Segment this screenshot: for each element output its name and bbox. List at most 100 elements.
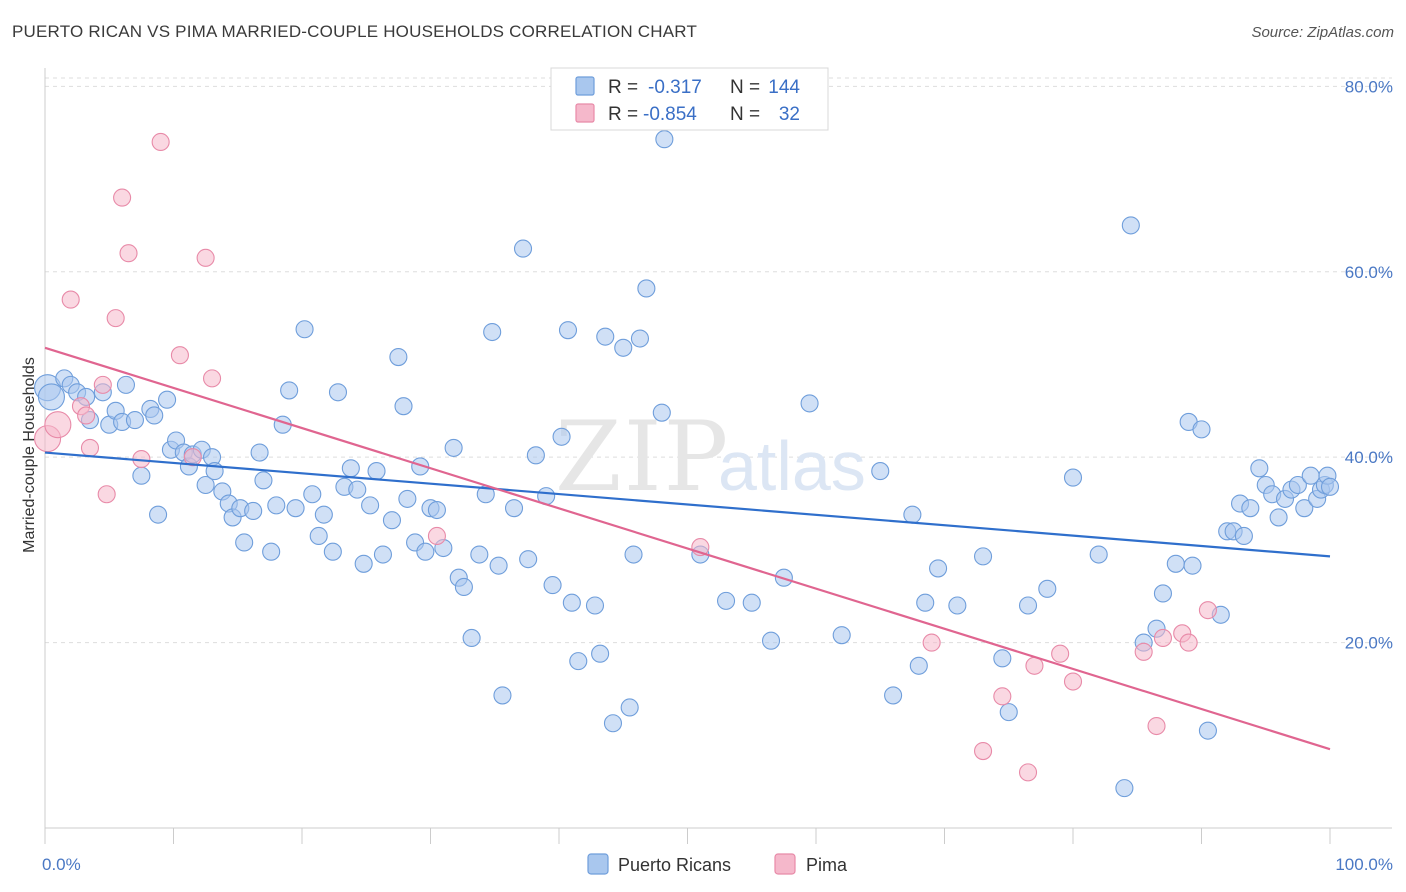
puerto-ricans-point-35: [262, 542, 281, 561]
watermark: ZIP atlas: [555, 401, 866, 513]
puerto-ricans-point-81: [569, 652, 588, 671]
legend-r-label-2: R =: [608, 104, 638, 125]
pima-point-12: [151, 132, 170, 152]
pima-point-14: [183, 448, 202, 467]
puerto-ricans-point-84: [596, 327, 615, 346]
y-axis-label: Married-couple Households: [21, 357, 38, 553]
puerto-ricans-point-44: [323, 542, 342, 561]
pima-point-6: [93, 375, 112, 394]
x-tick-label-0: 0.0%: [42, 855, 81, 874]
puerto-ricans-point-107: [973, 547, 993, 566]
pima-point-22: [1018, 763, 1038, 782]
pima-points: [34, 132, 1217, 782]
puerto-ricans-point-38: [280, 381, 299, 400]
puerto-ricans-point-98: [800, 394, 819, 413]
puerto-ricans-point-36: [267, 496, 286, 515]
puerto-ricans-point-16: [149, 505, 168, 524]
puerto-ricans-point-103: [909, 656, 928, 675]
puerto-ricans-point-75: [526, 446, 545, 465]
puerto-ricans-point-92: [655, 130, 674, 149]
puerto-ricans-point-15: [145, 406, 164, 425]
puerto-ricans-point-31: [235, 533, 254, 552]
pima-point-7: [97, 485, 116, 504]
puerto-ricans-point-88: [624, 545, 643, 564]
puerto-ricans-point-121: [1183, 556, 1202, 575]
puerto-ricans-point-143: [1320, 477, 1340, 496]
puerto-ricans-point-61: [427, 500, 446, 520]
x-tick-labels: 0.0% 100.0%: [42, 855, 1393, 874]
pima-point-13: [170, 346, 189, 365]
puerto-ricans-point-115: [1121, 216, 1140, 235]
puerto-ricans-point-106: [948, 596, 967, 615]
pima-point-26: [1134, 642, 1153, 661]
legend-swatch-blue: [575, 76, 595, 96]
puerto-ricans-point-101: [884, 686, 903, 705]
puerto-ricans-point-56: [398, 489, 417, 508]
puerto-ricans-point-79: [558, 321, 578, 340]
puerto-ricans-point-41: [303, 485, 322, 504]
puerto-ricans-point-67: [470, 545, 489, 564]
puerto-ricans-point-17: [158, 390, 177, 409]
pima-point-15: [196, 248, 215, 267]
puerto-ricans-point-95: [742, 593, 761, 612]
puerto-ricans-point-70: [489, 556, 508, 575]
puerto-ricans-point-53: [382, 511, 402, 530]
puerto-ricans-point-58: [411, 457, 430, 476]
puerto-ricans-point-90: [637, 279, 656, 298]
source-label: Source: ZipAtlas.com: [1251, 24, 1394, 41]
puerto-ricans-point-94: [716, 591, 736, 610]
puerto-ricans-point-55: [394, 397, 413, 416]
puerto-ricans-point-54: [389, 348, 408, 367]
puerto-ricans-point-47: [341, 459, 360, 478]
legend-n-label-2: N =: [730, 104, 760, 125]
puerto-ricans-point-100: [871, 462, 890, 481]
puerto-ricans-point-129: [1241, 499, 1260, 518]
puerto-ricans-point-119: [1166, 554, 1185, 573]
pima-point-28: [1153, 628, 1172, 648]
puerto-ricans-point-83: [591, 644, 610, 663]
puerto-ricans-point-51: [367, 462, 386, 481]
puerto-ricans-point-66: [462, 628, 481, 648]
y-tick-label-0: 20.0%: [1345, 634, 1393, 653]
puerto-ricans-point-105: [929, 559, 948, 578]
puerto-ricans-trend-line: [44, 451, 1331, 558]
watermark-zip: ZIP: [555, 401, 730, 513]
puerto-ricans-point-87: [620, 698, 639, 717]
puerto-ricans-point-69: [483, 322, 502, 342]
puerto-ricans-point-42: [309, 526, 328, 546]
puerto-ricans-point-48: [348, 480, 367, 499]
puerto-ricans-point-71: [493, 686, 512, 705]
puerto-ricans-point-85: [603, 714, 623, 733]
puerto-ricans-point-108: [993, 649, 1012, 668]
puerto-ricans-point-1: [37, 383, 65, 411]
pima-point-16: [203, 369, 222, 388]
puerto-ricans-point-34: [254, 471, 273, 490]
puerto-ricans-point-110: [1018, 596, 1038, 615]
puerto-ricans-point-43: [314, 505, 333, 524]
pima-point-8: [106, 309, 125, 328]
puerto-ricans-point-114: [1115, 779, 1134, 798]
pima-point-9: [113, 188, 132, 207]
puerto-ricans-point-32: [244, 501, 263, 520]
legend-box: [550, 67, 829, 131]
pima-point-21: [993, 687, 1012, 706]
correlation-legend: R = -0.317 N = 144 R = -0.854 N = 32: [550, 67, 829, 131]
puerto-ricans-point-123: [1198, 721, 1217, 740]
puerto-ricans-point-89: [630, 329, 650, 348]
puerto-ricans-points: [34, 130, 1340, 798]
puerto-ricans-point-33: [250, 443, 269, 462]
puerto-ricans-point-11: [116, 375, 136, 394]
puerto-ricans-point-113: [1089, 545, 1108, 564]
legend-swatch-pink: [575, 103, 595, 123]
puerto-ricans-point-86: [614, 338, 633, 357]
puerto-ricans-point-24: [196, 475, 215, 495]
y-tick-label-2: 60.0%: [1345, 263, 1393, 282]
puerto-ricans-point-39: [286, 499, 305, 518]
puerto-ricans-point-109: [999, 703, 1018, 722]
legend-n-value-2: 32: [779, 104, 800, 125]
puerto-ricans-point-45: [328, 383, 348, 402]
legend-n-value-1: 144: [768, 77, 800, 98]
puerto-ricans-point-82: [585, 596, 605, 615]
puerto-ricans-point-52: [373, 545, 393, 564]
